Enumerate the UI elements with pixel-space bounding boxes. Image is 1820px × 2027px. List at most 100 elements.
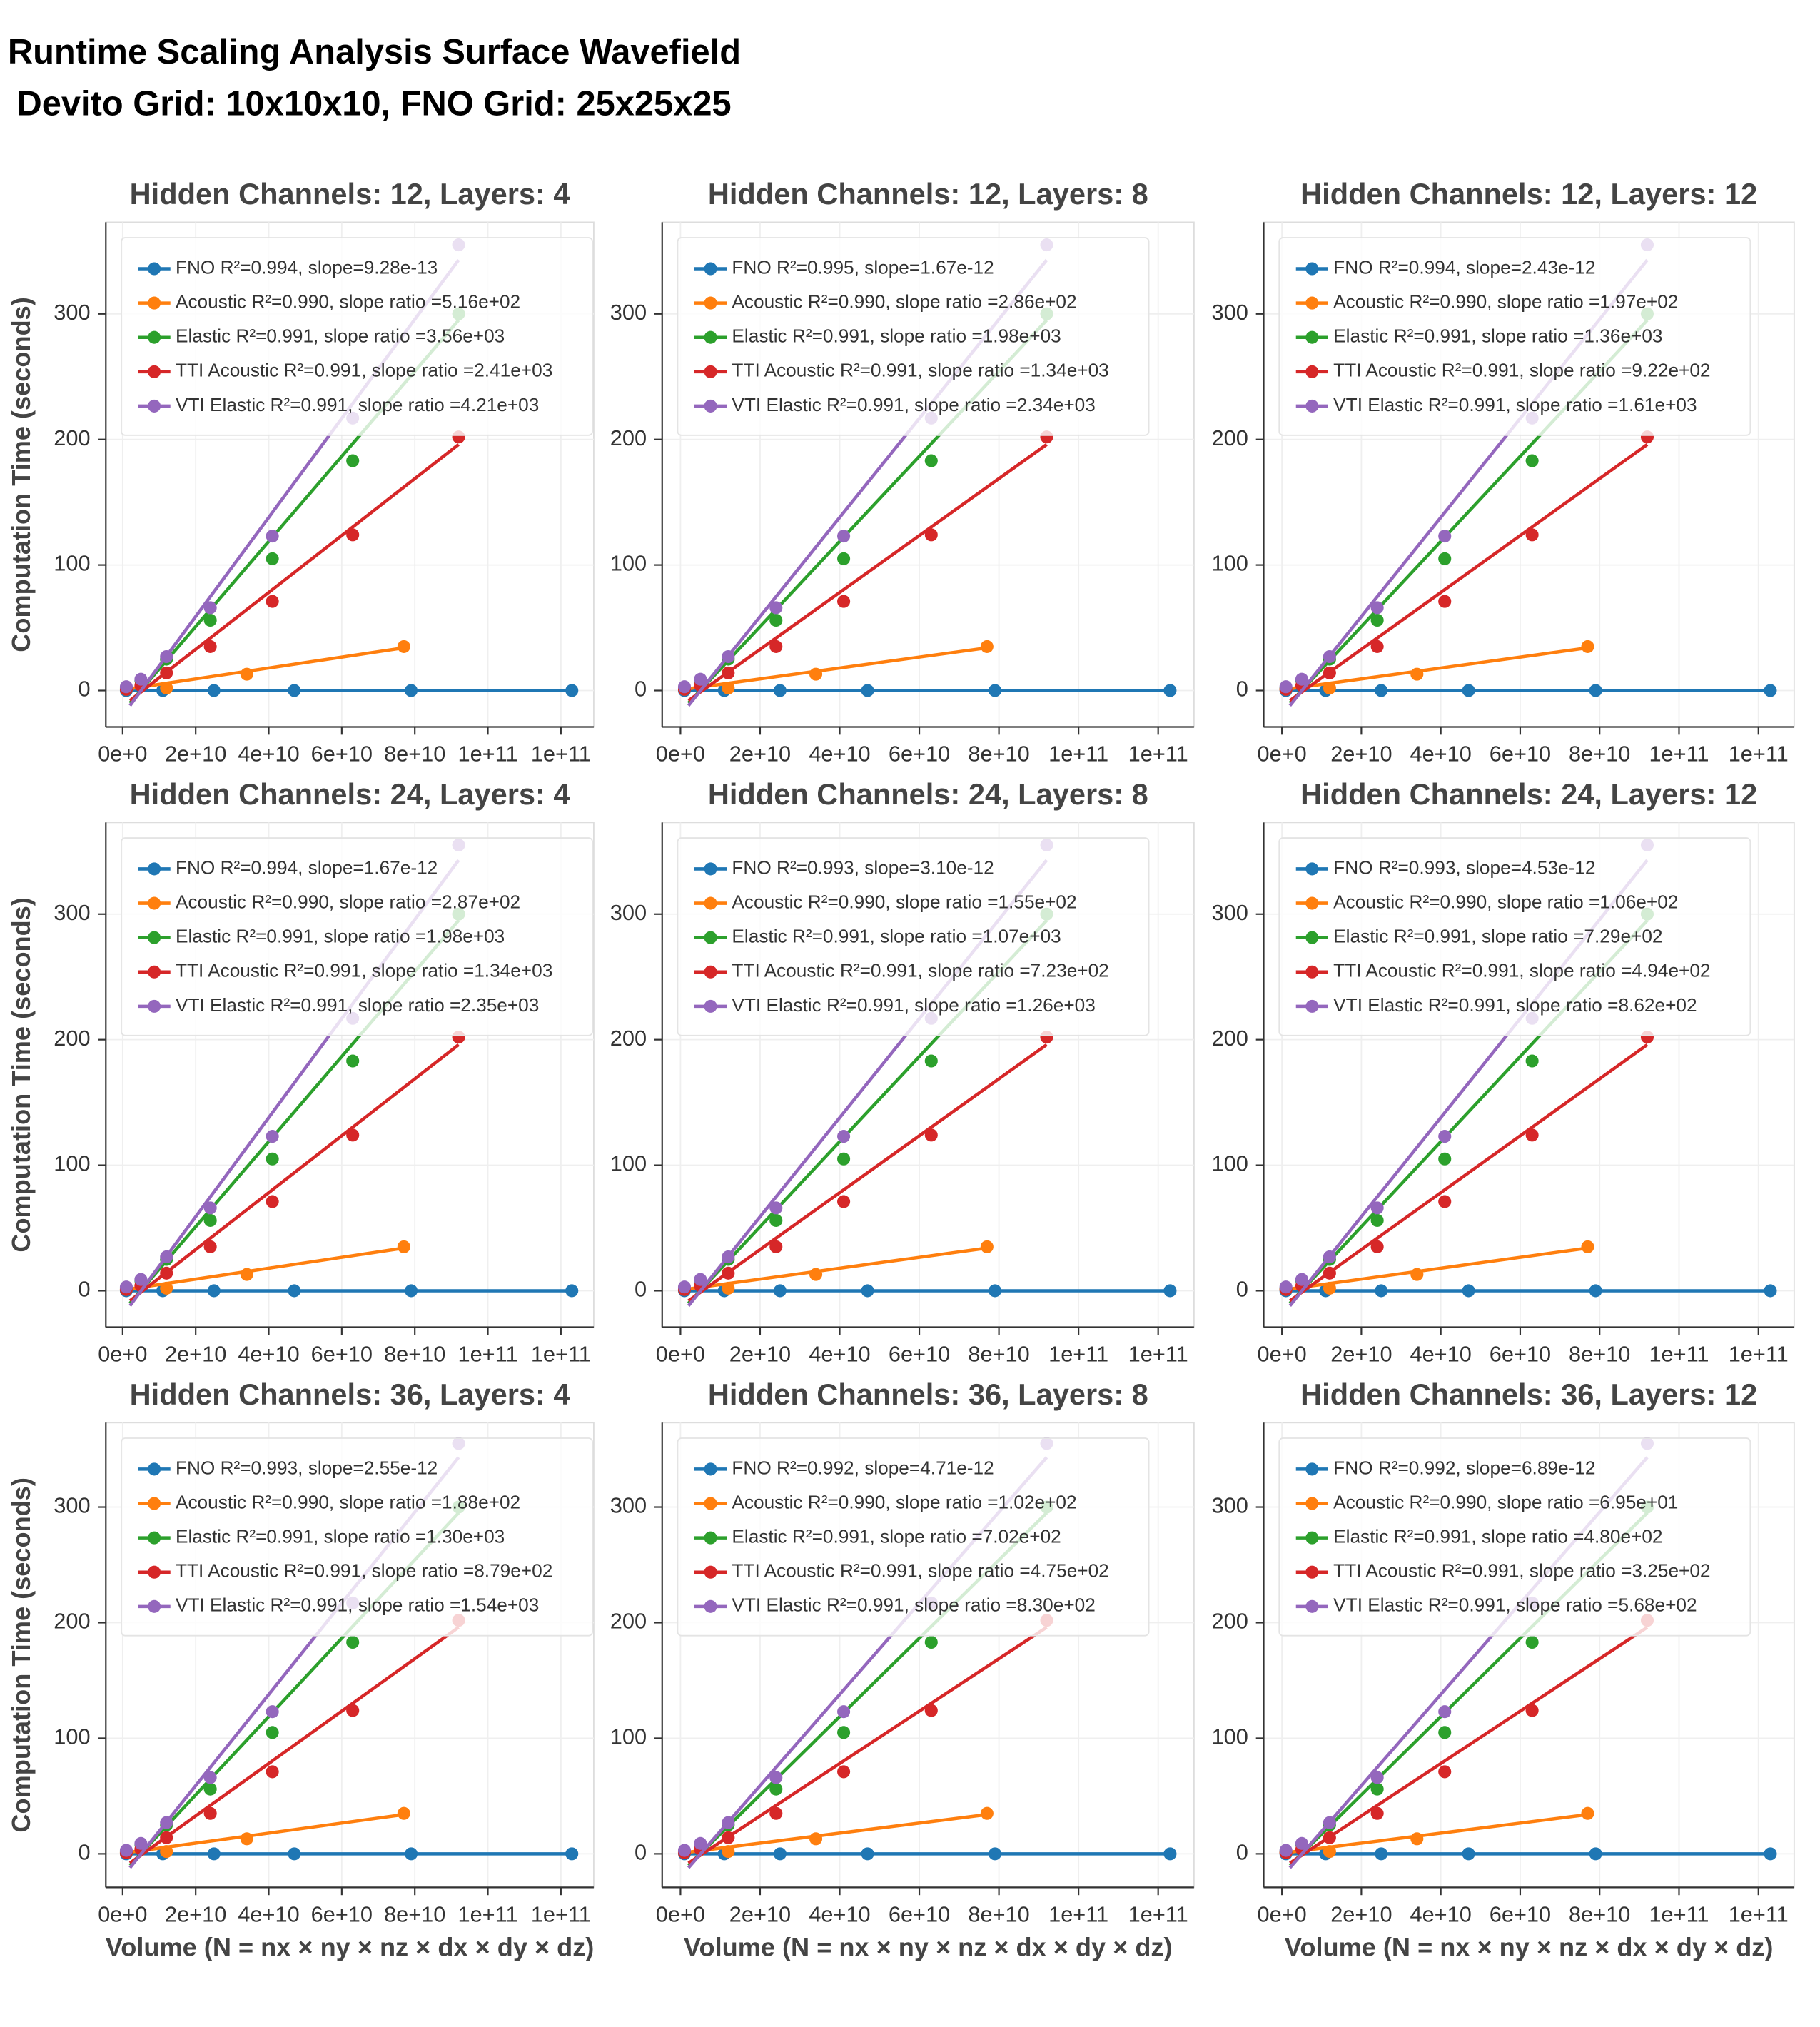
data-point bbox=[1323, 1250, 1336, 1264]
data-point bbox=[837, 1705, 851, 1719]
legend-box bbox=[121, 237, 594, 436]
data-point bbox=[861, 1284, 874, 1298]
x-tick-label: 0e+0 bbox=[1258, 1901, 1307, 1926]
x-tick-label: 4e+10 bbox=[238, 1901, 299, 1926]
data-point bbox=[1410, 1832, 1424, 1846]
data-point bbox=[346, 454, 360, 467]
y-tick-label: 100 bbox=[54, 551, 90, 576]
x-tick-label: 1e+11 bbox=[1649, 1341, 1709, 1366]
legend-marker bbox=[148, 296, 161, 310]
data-point bbox=[1525, 1128, 1539, 1142]
data-point bbox=[1438, 530, 1452, 543]
y-tick-label: 200 bbox=[1212, 1609, 1248, 1634]
data-point bbox=[769, 1806, 783, 1820]
data-point bbox=[769, 613, 783, 627]
subplot-title: Hidden Channels: 12, Layers: 8 bbox=[708, 177, 1148, 211]
legend-label: TTI Acoustic R²=0.991, slope ratio =7.23… bbox=[732, 960, 1108, 981]
data-point bbox=[769, 1213, 783, 1227]
data-point bbox=[397, 1240, 410, 1253]
legend-marker bbox=[704, 965, 717, 979]
data-point bbox=[203, 601, 217, 615]
data-point bbox=[1764, 1847, 1777, 1861]
y-tick-label: 200 bbox=[610, 1609, 647, 1634]
legend-label: Acoustic R²=0.990, slope ratio =5.16e+02 bbox=[176, 291, 520, 313]
x-tick-label: 1e+11 bbox=[1048, 1341, 1108, 1366]
data-point bbox=[134, 1273, 148, 1286]
y-tick-label: 200 bbox=[610, 1026, 647, 1051]
legend-marker bbox=[148, 330, 161, 344]
data-point bbox=[1438, 552, 1452, 565]
x-tick-label: 4e+10 bbox=[238, 741, 299, 766]
data-point bbox=[160, 1266, 173, 1280]
y-tick-label: 200 bbox=[1212, 425, 1248, 450]
data-point bbox=[1438, 1765, 1452, 1779]
x-tick-label: 4e+10 bbox=[238, 1341, 299, 1366]
subplot: 0e+0 2e+10 4e+10 6e+10 8e+10 1e+11 1e+11 0 100 20… bbox=[610, 777, 1195, 1366]
y-tick-label: 300 bbox=[1212, 1493, 1248, 1518]
x-tick-label: 1e+11 bbox=[1048, 1901, 1108, 1926]
legend-label: Acoustic R²=0.990, slope ratio =2.87e+02 bbox=[176, 891, 520, 912]
data-point bbox=[1764, 1284, 1777, 1298]
data-point bbox=[1323, 1266, 1336, 1280]
x-tick-label: 2e+10 bbox=[165, 1901, 226, 1926]
data-point bbox=[924, 454, 938, 467]
legend-marker bbox=[1305, 1462, 1319, 1476]
x-axis-label: Volume (N = nx × ny × nz × dx × dy × dz) bbox=[1285, 1933, 1773, 1962]
data-point bbox=[1462, 684, 1475, 697]
y-tick-label: 0 bbox=[635, 1277, 647, 1302]
x-tick-label: 1e+11 bbox=[458, 1901, 518, 1926]
x-tick-label: 0e+0 bbox=[98, 1901, 147, 1926]
data-point bbox=[1295, 1273, 1308, 1286]
y-tick-label: 100 bbox=[54, 1151, 90, 1176]
x-tick-label: 2e+10 bbox=[729, 1341, 791, 1366]
legend-box bbox=[121, 1437, 594, 1637]
data-point bbox=[1279, 1844, 1293, 1857]
data-point bbox=[1279, 680, 1293, 694]
legend-label: FNO R²=0.992, slope=4.71e-12 bbox=[732, 1457, 994, 1478]
legend-label: FNO R²=0.993, slope=3.10e-12 bbox=[732, 856, 994, 878]
legend-label: FNO R²=0.994, slope=1.67e-12 bbox=[176, 856, 438, 878]
y-tick-label: 100 bbox=[610, 551, 647, 576]
x-tick-label: 2e+10 bbox=[165, 741, 226, 766]
legend-label: TTI Acoustic R²=0.991, slope ratio =9.22… bbox=[1333, 360, 1710, 381]
y-tick-label: 100 bbox=[54, 1724, 90, 1749]
y-tick-label: 0 bbox=[79, 1840, 91, 1865]
fit-line bbox=[684, 1246, 988, 1291]
legend-marker bbox=[1305, 1599, 1319, 1613]
legend-marker bbox=[148, 1497, 161, 1510]
data-point bbox=[203, 640, 217, 653]
legend-label: Acoustic R²=0.990, slope ratio =2.86e+02 bbox=[732, 291, 1076, 313]
x-tick-label: 6e+10 bbox=[1490, 741, 1551, 766]
y-tick-label: 100 bbox=[1212, 1151, 1248, 1176]
x-tick-label: 1e+11 bbox=[1048, 741, 1108, 766]
data-point bbox=[565, 1847, 579, 1861]
x-tick-label: 0e+0 bbox=[656, 1901, 705, 1926]
data-point bbox=[203, 1771, 217, 1784]
data-point bbox=[677, 1844, 692, 1857]
legend-marker bbox=[1305, 296, 1319, 310]
legend-label: Elastic R²=0.991, slope ratio =7.02e+02 bbox=[732, 1526, 1061, 1547]
legend-marker bbox=[1305, 1565, 1319, 1579]
data-point bbox=[240, 1268, 253, 1281]
legend-marker bbox=[704, 330, 717, 344]
y-tick-label: 0 bbox=[79, 1277, 91, 1302]
legend-label: VTI Elastic R²=0.991, slope ratio =4.21e… bbox=[176, 394, 539, 415]
data-point bbox=[266, 1726, 279, 1739]
legend-label: VTI Elastic R²=0.991, slope ratio =8.62e… bbox=[1333, 994, 1697, 1016]
x-tick-label: 8e+10 bbox=[1569, 1341, 1630, 1366]
x-tick-label: 8e+10 bbox=[384, 1341, 445, 1366]
legend-label: Elastic R²=0.991, slope ratio =1.30e+03 bbox=[176, 1526, 505, 1547]
y-tick-label: 100 bbox=[1212, 1724, 1248, 1749]
data-point bbox=[1410, 1268, 1424, 1281]
figure-subtitle: Devito Grid: 10x10x10, FNO Grid: 25x25x2… bbox=[17, 85, 732, 123]
data-point bbox=[1163, 1847, 1177, 1861]
legend-marker bbox=[1305, 896, 1319, 910]
data-point bbox=[809, 1268, 823, 1281]
data-point bbox=[288, 684, 301, 697]
data-point bbox=[1589, 1847, 1602, 1861]
legend-label: VTI Elastic R²=0.991, slope ratio =1.61e… bbox=[1333, 394, 1697, 415]
y-tick-label: 200 bbox=[1212, 1026, 1248, 1051]
legend-label: VTI Elastic R²=0.991, slope ratio =5.68e… bbox=[1333, 1594, 1697, 1616]
data-point bbox=[694, 1836, 707, 1850]
data-point bbox=[924, 1704, 938, 1717]
